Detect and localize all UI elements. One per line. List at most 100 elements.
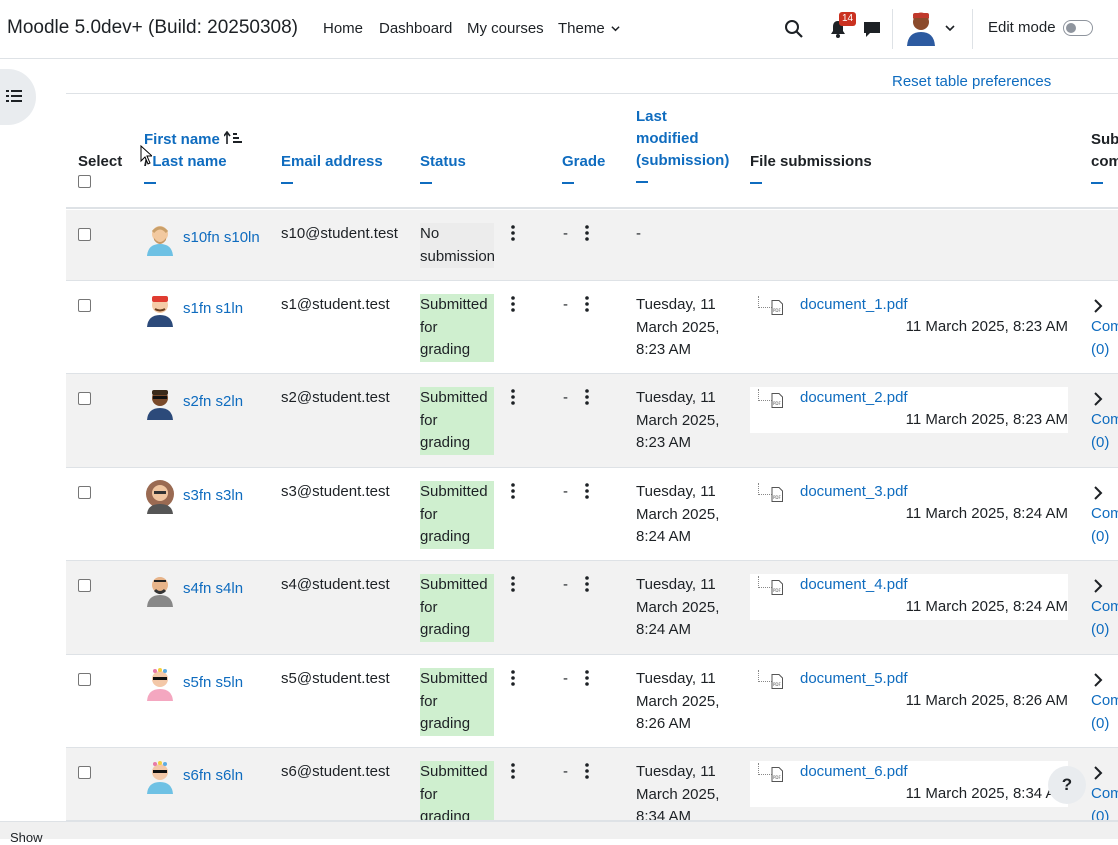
comments-count[interactable]: (0) <box>1091 807 1110 821</box>
search-icon[interactable] <box>784 19 804 39</box>
comments-label[interactable]: Com <box>1091 318 1118 335</box>
kebab-menu-icon[interactable] <box>584 483 590 499</box>
hide-column-first-name[interactable] <box>144 182 156 184</box>
kebab-menu-icon[interactable] <box>584 296 590 312</box>
kebab-menu-icon[interactable] <box>510 296 516 312</box>
user-name-link[interactable]: s2fn s2ln <box>183 393 244 410</box>
row-select-checkbox[interactable] <box>78 228 91 241</box>
header-last-modified-line1: Last <box>636 108 667 125</box>
kebab-menu-icon[interactable] <box>584 225 590 241</box>
site-brand[interactable]: Moodle 5.0dev+ (Build: 20250308) <box>7 17 299 38</box>
chevron-right-icon[interactable] <box>1093 486 1103 500</box>
sort-first-name-link[interactable]: First name <box>144 131 220 148</box>
kebab-menu-icon[interactable] <box>510 389 516 405</box>
chevron-right-icon[interactable] <box>1093 673 1103 687</box>
tree-connector <box>758 670 772 682</box>
status-badge: Submitted for grading <box>420 294 494 362</box>
chevron-right-icon[interactable] <box>1093 579 1103 593</box>
comments-label[interactable]: Com <box>1091 411 1118 428</box>
course-index-toggle[interactable] <box>0 69 36 125</box>
svg-text:PDF: PDF <box>773 401 781 406</box>
file-link[interactable]: document_3.pdf <box>800 483 908 500</box>
kebab-menu-icon[interactable] <box>584 763 590 779</box>
comments-link[interactable]: Com (0) <box>1091 409 1118 454</box>
edit-mode-toggle[interactable] <box>1063 20 1093 36</box>
row-select-checkbox[interactable] <box>78 299 91 312</box>
comments-link[interactable]: Com (0) <box>1091 596 1118 641</box>
row-select-checkbox[interactable] <box>78 766 91 779</box>
chevron-right-icon[interactable] <box>1093 299 1103 313</box>
row-select-checkbox[interactable] <box>78 392 91 405</box>
user-name-link[interactable]: s6fn s6ln <box>183 767 244 784</box>
comments-label[interactable]: Com <box>1091 598 1118 615</box>
user-name-link[interactable]: s10fn s10ln <box>183 229 260 246</box>
sort-last-name-link[interactable]: Last name <box>152 153 226 170</box>
message-icon[interactable] <box>862 19 882 39</box>
user-name-link[interactable]: s1fn s1ln <box>183 300 244 317</box>
nav-theme-menu[interactable]: Theme <box>558 20 620 37</box>
select-all-checkbox[interactable] <box>78 175 91 188</box>
comments-link[interactable]: Com (0) <box>1091 690 1118 735</box>
row-select-checkbox[interactable] <box>78 579 91 592</box>
comments-count[interactable]: (0) <box>1091 340 1110 358</box>
file-link[interactable]: document_6.pdf <box>800 763 908 780</box>
user-name-link[interactable]: s4fn s4ln <box>183 580 244 597</box>
chevron-right-icon[interactable] <box>1093 392 1103 406</box>
nav-my-courses[interactable]: My courses <box>467 20 544 37</box>
sort-last-modified-link[interactable]: Last modified (submission) <box>636 108 729 169</box>
kebab-menu-icon[interactable] <box>584 670 590 686</box>
file-link[interactable]: document_2.pdf <box>800 389 908 406</box>
footer-show-label[interactable]: Show <box>10 830 43 845</box>
file-link[interactable]: document_5.pdf <box>800 670 908 687</box>
status-line3: grading <box>420 434 471 451</box>
sort-status-link[interactable]: Status <box>420 153 466 170</box>
mouse-cursor-icon <box>140 145 152 165</box>
kebab-menu-icon[interactable] <box>510 483 516 499</box>
help-button[interactable]: ? <box>1048 766 1086 804</box>
comments-link[interactable]: Com (0) <box>1091 316 1118 361</box>
comments-label[interactable]: Com <box>1091 505 1118 522</box>
chevron-down-icon[interactable] <box>944 22 956 34</box>
row-select-checkbox[interactable] <box>78 673 91 686</box>
user-name-link[interactable]: s5fn s5ln <box>183 674 244 691</box>
row-select-checkbox[interactable] <box>78 486 91 499</box>
comments-count[interactable]: (0) <box>1091 433 1110 451</box>
status-badge: Submitted for grading <box>420 481 494 549</box>
user-name-link[interactable]: s3fn s3ln <box>183 487 244 504</box>
kebab-menu-icon[interactable] <box>584 389 590 405</box>
hide-column-status[interactable] <box>420 182 432 184</box>
comments-count[interactable]: (0) <box>1091 714 1110 732</box>
hide-column-grade[interactable] <box>562 182 574 184</box>
kebab-menu-icon[interactable] <box>510 670 516 686</box>
hide-column-email[interactable] <box>281 182 293 184</box>
kebab-menu-icon[interactable] <box>510 576 516 592</box>
chevron-right-icon[interactable] <box>1093 766 1103 780</box>
header-select: Select <box>78 151 122 195</box>
file-date: 11 March 2025, 8:23 AM <box>905 411 1068 428</box>
hide-column-comments[interactable] <box>1091 182 1103 184</box>
top-navbar: Moodle 5.0dev+ (Build: 20250308) Home Da… <box>0 0 1118 59</box>
comments-count[interactable]: (0) <box>1091 620 1110 638</box>
hide-column-file-submissions[interactable] <box>750 182 762 184</box>
comments-count[interactable]: (0) <box>1091 527 1110 545</box>
kebab-menu-icon[interactable] <box>510 763 516 779</box>
nav-dashboard[interactable]: Dashboard <box>379 20 453 37</box>
nav-home[interactable]: Home <box>323 20 364 37</box>
last-modified-line3: 8:26 AM <box>636 715 692 732</box>
comments-label[interactable]: Com <box>1091 785 1118 802</box>
status-badge: No submission <box>420 223 495 268</box>
comments-label[interactable]: Com <box>1091 692 1118 709</box>
header-status: Status <box>420 151 466 184</box>
sort-email-link[interactable]: Email address <box>281 153 383 170</box>
file-link[interactable]: document_4.pdf <box>800 576 908 593</box>
comments-link[interactable]: Com (0) <box>1091 783 1118 821</box>
user-avatar[interactable] <box>904 10 938 46</box>
sort-grade-link[interactable]: Grade <box>562 153 606 170</box>
reset-table-preferences-link[interactable]: Reset table preferences <box>892 73 1052 90</box>
kebab-menu-icon[interactable] <box>510 225 516 241</box>
hide-column-last-modified[interactable] <box>636 181 648 183</box>
user-email: s1@student.test <box>281 296 390 313</box>
file-link[interactable]: document_1.pdf <box>800 296 908 313</box>
kebab-menu-icon[interactable] <box>584 576 590 592</box>
comments-link[interactable]: Com (0) <box>1091 503 1118 548</box>
